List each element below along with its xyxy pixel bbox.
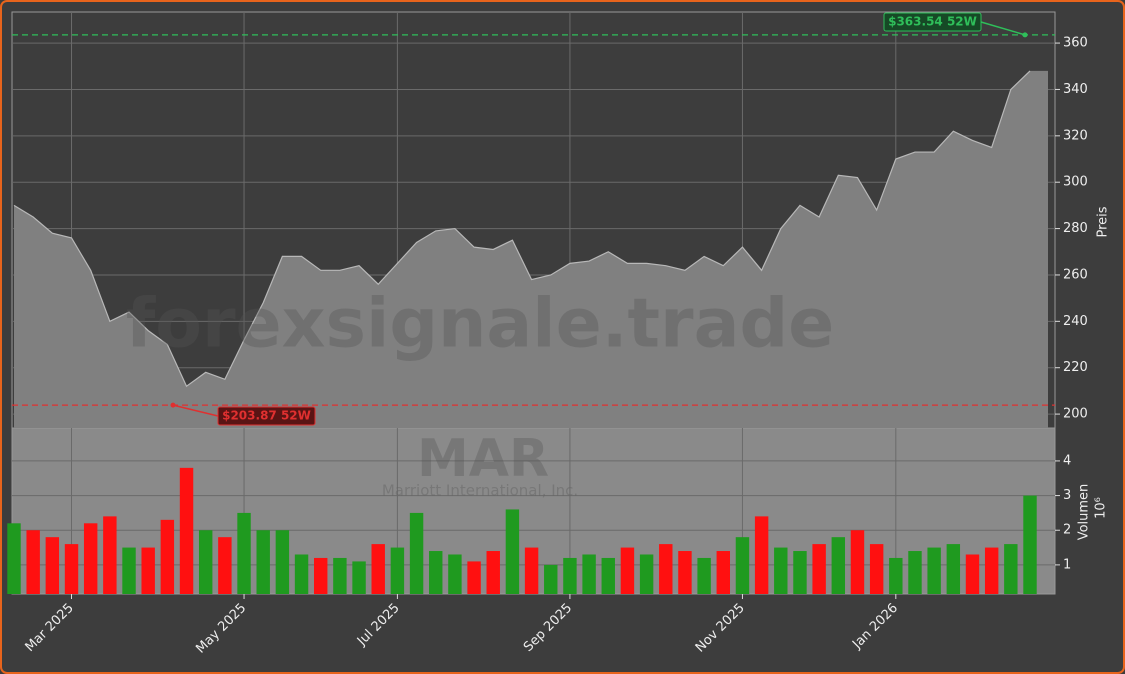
y-axis-label: Preis	[1096, 206, 1111, 237]
volume-bar	[601, 557, 615, 594]
volume-bar	[793, 551, 807, 594]
volume-bar	[7, 523, 21, 594]
volume-bar	[505, 509, 520, 594]
y-axis-label: Volumen	[1077, 484, 1092, 541]
volume-bar	[486, 551, 500, 594]
y-tick-label: 240	[1063, 314, 1088, 329]
y-tick-label: 200	[1063, 407, 1088, 422]
volume-bar	[352, 561, 366, 594]
volume-bar	[103, 516, 117, 594]
volume-bar	[965, 554, 980, 594]
volume-bar	[333, 557, 347, 594]
volume-bar	[946, 544, 961, 594]
volume-bar	[237, 512, 251, 594]
volume-bar	[659, 544, 673, 594]
watermark-subtitle: Marriott International, Inc.	[382, 482, 578, 500]
volume-bar	[544, 564, 558, 594]
volume-bar	[908, 551, 922, 594]
y-tick-label: 2	[1063, 523, 1071, 538]
arrow-head	[170, 402, 176, 408]
extreme-label: $363.54 52W	[888, 15, 977, 29]
volume-bar	[409, 512, 424, 594]
extreme-arrow	[172, 404, 219, 417]
volume-bar	[831, 537, 846, 594]
volume-bar	[64, 544, 79, 594]
volume-bar	[735, 537, 750, 594]
y-tick-label: 1	[1063, 557, 1071, 572]
volume-bar	[198, 530, 213, 594]
volume-bar	[467, 561, 481, 594]
volume-bar	[774, 547, 788, 594]
y-tick-label: 260	[1063, 267, 1088, 282]
volume-bar	[984, 547, 999, 594]
price-line	[13, 70, 1031, 388]
y-tick-label: 4	[1063, 453, 1071, 468]
volume-bar	[179, 467, 194, 594]
y-tick-label: 340	[1063, 82, 1088, 97]
volume-bar	[754, 516, 769, 594]
volume-bar	[889, 557, 903, 594]
volume-bar	[256, 530, 270, 594]
volume-bar	[850, 530, 865, 594]
volume-bar	[122, 547, 136, 594]
volume-bar	[275, 530, 290, 594]
volume-bar	[927, 547, 941, 594]
extreme-label-box	[883, 12, 982, 32]
y-tick-label: 300	[1063, 175, 1088, 190]
y-tick-label: 220	[1063, 360, 1088, 375]
volume-bar	[1023, 495, 1037, 594]
volume-bar	[812, 544, 826, 594]
volume-bar	[141, 547, 155, 594]
extreme-label: $203.87 52W	[222, 409, 311, 423]
volume-bar	[697, 557, 711, 594]
volume-bar	[160, 519, 175, 594]
volume-bar	[83, 523, 98, 594]
y-axis-unit: 10⁶	[1094, 497, 1109, 519]
y-tick-label: 280	[1063, 221, 1088, 236]
volume-bar	[448, 554, 462, 594]
y-tick-label: 3	[1063, 488, 1071, 503]
volume-bar	[390, 547, 405, 594]
y-tick-label: 320	[1063, 128, 1088, 143]
volume-bar	[582, 554, 596, 594]
price-area-fill	[14, 70, 1048, 428]
arrow-head	[1022, 32, 1028, 38]
volume-bar	[26, 530, 40, 594]
volume-bar	[620, 547, 635, 594]
volume-bar	[429, 551, 443, 594]
y-tick-label: 360	[1063, 36, 1088, 51]
volume-bar	[45, 537, 60, 594]
volume-bar	[563, 557, 577, 594]
volume-bar	[639, 554, 654, 594]
watermark: MAR	[417, 429, 549, 489]
volume-bar	[371, 544, 385, 594]
volume-bar	[1004, 544, 1018, 594]
volume-bar	[314, 557, 328, 594]
watermark: forexsignale.trade	[126, 285, 835, 364]
volume-bar	[716, 551, 730, 594]
volume-bar	[218, 537, 232, 594]
volume-bar	[294, 554, 309, 594]
volume-bar	[524, 547, 539, 594]
volume-bar	[678, 551, 692, 594]
extreme-arrow	[980, 21, 1026, 36]
volume-bar	[869, 544, 884, 594]
extreme-label-box	[217, 406, 316, 426]
